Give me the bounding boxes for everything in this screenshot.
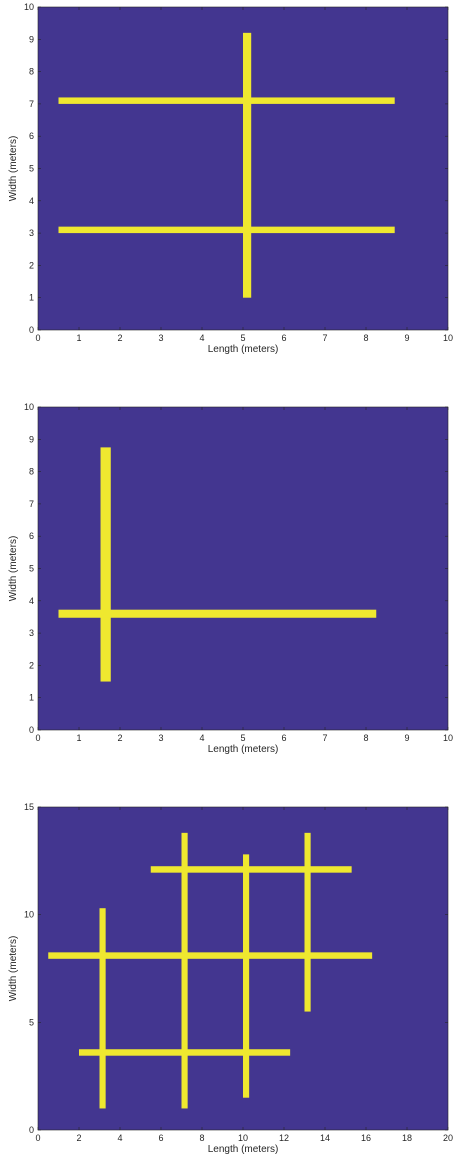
bar-segment-vertical-4 — [181, 832, 188, 1109]
x-tick-label: 4 — [199, 333, 204, 343]
y-tick-label: 0 — [29, 1125, 34, 1135]
y-tick-label: 3 — [29, 628, 34, 638]
y-tick-label: 10 — [24, 910, 34, 920]
x-axis-label: Length (meters) — [208, 344, 279, 355]
bar-segment-horizontal-0 — [58, 97, 395, 104]
chart-top: 0 1 2 3 4 5 6 7 8 9 10 0 1 2 3 4 5 6 7 8 9 10 Length (meters) W… — [8, 2, 453, 355]
y-tick-label: 2 — [29, 660, 34, 670]
bar-segment-horizontal-1 — [58, 609, 377, 618]
y-tick-label: 4 — [29, 596, 34, 606]
x-tick-label: 12 — [279, 1133, 289, 1143]
x-tick-label: 8 — [363, 733, 368, 743]
x-tick-label: 8 — [363, 333, 368, 343]
chart-middle: 0 1 2 3 4 5 6 7 8 9 10 0 1 2 3 4 5 6 7 8 9 10 Length (meters) W… — [8, 402, 453, 755]
x-tick-label: 5 — [240, 733, 245, 743]
x-tick-label: 3 — [158, 733, 163, 743]
y-tick-label: 7 — [29, 499, 34, 509]
x-axis-label: Length (meters) — [208, 744, 279, 755]
x-tick-label: 0 — [35, 333, 40, 343]
x-tick-label: 4 — [117, 1133, 122, 1143]
x-tick-label: 7 — [322, 333, 327, 343]
x-tick-label: 7 — [322, 733, 327, 743]
x-tick-label: 6 — [281, 733, 286, 743]
x-tick-label: 2 — [117, 733, 122, 743]
y-tick-label: 1 — [29, 293, 34, 303]
x-tick-label: 14 — [320, 1133, 330, 1143]
y-tick-label: 1 — [29, 693, 34, 703]
bar-segment-vertical-0 — [100, 447, 111, 682]
y-tick-label: 0 — [29, 325, 34, 335]
x-tick-label: 0 — [35, 1133, 40, 1143]
x-tick-label: 10 — [443, 733, 453, 743]
y-tick-label: 15 — [24, 802, 34, 812]
x-tick-label: 10 — [238, 1133, 248, 1143]
y-axis-label: Width (meters) — [8, 136, 19, 202]
y-tick-label: 4 — [29, 196, 34, 206]
y-tick-label: 6 — [29, 131, 34, 141]
x-tick-label: 6 — [281, 333, 286, 343]
bar-segment-vertical-5 — [243, 854, 250, 1098]
x-tick-label: 0 — [35, 733, 40, 743]
y-axis-label: Width (meters) — [8, 936, 19, 1002]
x-tick-label: 1 — [76, 733, 81, 743]
x-tick-label: 1 — [76, 333, 81, 343]
bar-segment-horizontal-0 — [150, 866, 352, 873]
y-tick-label: 5 — [29, 164, 34, 174]
y-axis-label: Width (meters) — [8, 536, 19, 602]
y-tick-label: 2 — [29, 260, 34, 270]
bar-segment-horizontal-1 — [48, 952, 373, 959]
x-tick-label: 6 — [158, 1133, 163, 1143]
y-tick-label: 0 — [29, 725, 34, 735]
y-tick-label: 6 — [29, 531, 34, 541]
x-tick-label: 2 — [76, 1133, 81, 1143]
x-tick-label: 18 — [402, 1133, 412, 1143]
y-tick-label: 10 — [24, 2, 34, 12]
y-tick-label: 9 — [29, 34, 34, 44]
x-tick-label: 10 — [443, 333, 453, 343]
chart-bottom: 0 2 4 6 8 10 12 14 16 18 20 0 5 10 15 Length (meters) Wi… — [8, 802, 453, 1155]
bar-segment-horizontal-1 — [58, 226, 395, 234]
y-tick-label: 7 — [29, 99, 34, 109]
bar-segment-vertical-6 — [304, 832, 311, 1012]
y-tick-label: 8 — [29, 467, 34, 477]
bar-segment-vertical-3 — [99, 908, 106, 1109]
x-tick-label: 9 — [404, 733, 409, 743]
x-axis-label: Length (meters) — [208, 1144, 279, 1155]
x-tick-label: 5 — [240, 333, 245, 343]
y-tick-label: 10 — [24, 402, 34, 412]
x-tick-label: 4 — [199, 733, 204, 743]
x-tick-label: 3 — [158, 333, 163, 343]
y-tick-label: 5 — [29, 564, 34, 574]
y-tick-label: 5 — [29, 1017, 34, 1027]
bar-segment-vertical-2 — [243, 32, 252, 298]
x-tick-label: 20 — [443, 1133, 453, 1143]
x-tick-label: 8 — [199, 1133, 204, 1143]
x-tick-label: 16 — [361, 1133, 371, 1143]
x-tick-label: 9 — [404, 333, 409, 343]
y-tick-label: 8 — [29, 67, 34, 77]
y-tick-label: 9 — [29, 434, 34, 444]
y-tick-label: 3 — [29, 228, 34, 238]
plot-area — [38, 407, 448, 730]
x-tick-label: 2 — [117, 333, 122, 343]
